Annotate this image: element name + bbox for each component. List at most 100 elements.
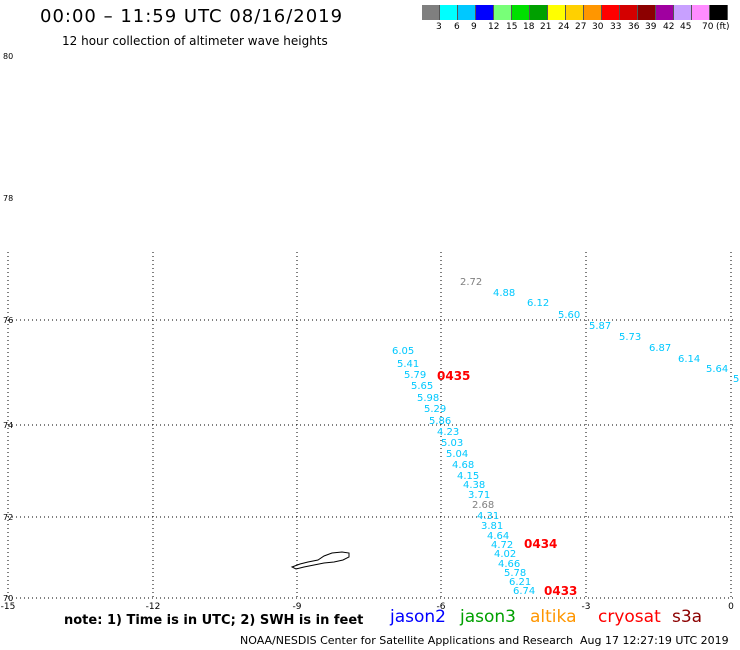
legend-swatch xyxy=(530,5,548,20)
pass-time-labels: 0435 0434 0433 xyxy=(437,369,577,598)
legend-swatch xyxy=(692,5,710,20)
legend-swatch xyxy=(566,5,584,20)
lon-label: -12 xyxy=(146,602,161,612)
legend-swatch xyxy=(656,5,674,20)
legend-label: 18 xyxy=(523,22,535,32)
wave-height-value: 4.23 xyxy=(437,427,459,438)
wave-height-value: 5.03 xyxy=(441,438,463,449)
legend-label: 70 xyxy=(702,22,714,32)
lon-label: -6 xyxy=(437,602,446,612)
pass-time: 0435 xyxy=(437,369,470,383)
wave-height-value: 6.05 xyxy=(392,346,414,357)
wave-height-value: 6.14 xyxy=(678,354,700,365)
wave-height-value: 5.65 xyxy=(411,381,433,392)
wave-height-value: 5.79 xyxy=(404,370,426,381)
legend-swatch xyxy=(620,5,638,20)
satellite-name: s3a xyxy=(672,607,703,627)
satellite-name: altika xyxy=(530,607,577,627)
wave-height-value: 5.98 xyxy=(417,393,439,404)
wave-height-value: 5.41 xyxy=(397,359,419,370)
legend-label: 33 xyxy=(610,22,622,32)
wave-height-value: 4.88 xyxy=(493,288,515,299)
lat-label: 72 xyxy=(3,513,13,522)
legend-swatch xyxy=(422,5,440,20)
legend-label: 15 xyxy=(506,22,518,32)
wave-height-value: 5.60 xyxy=(558,310,580,321)
wave-height-value: 4.64 xyxy=(487,531,509,542)
wave-height-value: 6.12 xyxy=(527,298,549,309)
legend-label: 39 xyxy=(645,22,657,32)
legend-label: 24 xyxy=(558,22,570,32)
wave-height-value: 4.66 xyxy=(498,559,520,570)
wave-height-value: 4.72 xyxy=(491,540,513,551)
lat-lon-grid xyxy=(7,252,735,599)
wave-height-value: 5.86 xyxy=(429,416,451,427)
wave-height-value: 5.78 xyxy=(504,568,526,579)
legend-label: 27 xyxy=(575,22,587,32)
jan-mayen-island-outline xyxy=(290,551,350,570)
legend-swatch xyxy=(458,5,476,20)
legend-label: 21 xyxy=(540,22,552,32)
lat-label: 78 xyxy=(3,194,13,203)
wave-height-value: 5.87 xyxy=(589,321,611,332)
wave-height-value: 2.68 xyxy=(472,500,494,511)
wave-height-value: 3.71 xyxy=(468,490,490,501)
wave-height-value: 2.72 xyxy=(460,277,482,288)
generated-timestamp: Aug 17 12:27:19 UTC 2019 xyxy=(580,634,729,647)
legend-label: 9 xyxy=(471,22,477,32)
lon-label: -3 xyxy=(582,602,591,612)
satellite-name: jason3 xyxy=(460,607,516,627)
legend-swatch xyxy=(440,5,458,20)
wave-height-value: 5.04 xyxy=(446,449,468,460)
lon-label: -15 xyxy=(1,602,16,612)
lat-label: 70 xyxy=(3,594,13,603)
lon-label: -9 xyxy=(293,602,302,612)
legend-swatch xyxy=(710,5,728,20)
wave-height-value: 6.87 xyxy=(649,343,671,354)
wave-height-value: 5.29 xyxy=(424,404,446,415)
wave-height-value: 5 xyxy=(733,374,739,385)
legend-swatch xyxy=(674,5,692,20)
lat-label: 74 xyxy=(3,421,13,430)
legend-swatch xyxy=(584,5,602,20)
legend-swatch xyxy=(476,5,494,20)
credit-line: NOAA/NESDIS Center for Satellite Applica… xyxy=(240,634,574,647)
legend-label: 30 xyxy=(592,22,604,32)
satellite-name: jason2 xyxy=(390,607,446,627)
pass-time: 0433 xyxy=(544,584,577,598)
lat-label: 80 xyxy=(3,52,13,61)
legend-swatch xyxy=(494,5,512,20)
legend-swatch xyxy=(602,5,620,20)
lat-label: 76 xyxy=(3,316,13,325)
wave-height-value: 6.74 xyxy=(513,586,535,597)
legend-label: 42 xyxy=(663,22,675,32)
map-title: 00:00 – 11:59 UTC 08/16/2019 xyxy=(40,6,344,27)
wave-height-value: 4.38 xyxy=(463,480,485,491)
wave-height-value: 3.81 xyxy=(481,521,503,532)
wave-height-readings: 2.72 4.88 6.12 5.60 5.87 5.73 6.87 6.14 5.64 5 6.0… xyxy=(392,277,739,597)
wave-height-value: 4.15 xyxy=(457,471,479,482)
legend-swatch xyxy=(548,5,566,20)
wave-height-value: 4.31 xyxy=(477,511,499,522)
legend-label: 6 xyxy=(454,22,460,32)
legend-label: 12 xyxy=(488,22,500,32)
lon-label: 0 xyxy=(728,602,734,612)
legend-label: 45 xyxy=(680,22,692,32)
wave-height-value: 4.02 xyxy=(494,549,516,560)
map-subtitle: 12 hour collection of altimeter wave hei… xyxy=(62,34,328,48)
wave-height-value: 4.68 xyxy=(452,460,474,471)
legend-label: (ft) xyxy=(716,22,730,32)
legend-label: 3 xyxy=(436,22,442,32)
satellite-name: cryosat xyxy=(598,607,661,627)
wave-height-value: 6.21 xyxy=(509,577,531,588)
wave-height-value: 5.64 xyxy=(706,364,728,375)
wave-height-value: 5.73 xyxy=(619,332,641,343)
legend-swatch xyxy=(512,5,530,20)
legend-label: 36 xyxy=(628,22,640,32)
pass-time: 0434 xyxy=(524,537,557,551)
axis-labels: 80 78 76 74 72 70-15 -12 -9 -6 -3 0 xyxy=(1,52,734,612)
color-scale-legend xyxy=(422,5,728,20)
footnote: note: 1) Time is in UTC; 2) SWH is in fe… xyxy=(64,613,364,628)
legend-swatch xyxy=(638,5,656,20)
